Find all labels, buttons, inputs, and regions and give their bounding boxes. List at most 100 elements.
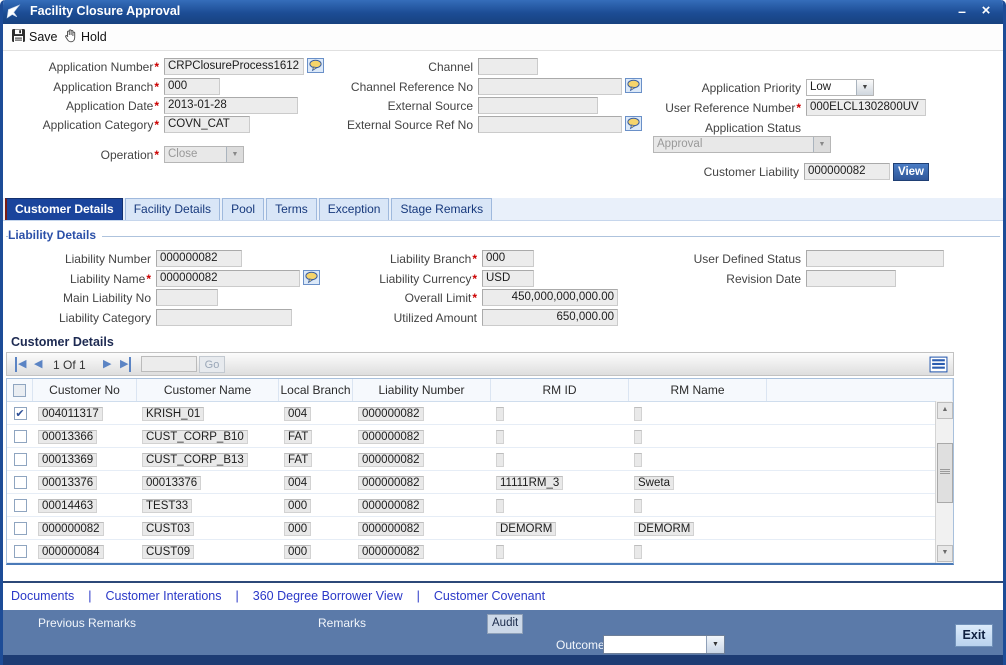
outcome-select[interactable]: ▼ xyxy=(603,635,725,654)
next-page-button[interactable]: ▶ xyxy=(103,358,112,370)
tab-customer-details[interactable]: Customer Details xyxy=(5,198,123,220)
main-liability-no-input[interactable] xyxy=(156,289,218,306)
select-all-checkbox[interactable] xyxy=(13,383,26,397)
application-number-input[interactable]: CRPClosureProcess1612 xyxy=(164,58,304,75)
row-checkbox[interactable] xyxy=(13,498,27,512)
cell-customer-name[interactable]: CUST09 xyxy=(142,545,195,559)
cell-customer-name[interactable]: CUST_CORP_B13 xyxy=(142,453,248,467)
cell-rm-name[interactable] xyxy=(634,545,642,559)
cell-customer-no[interactable]: 00014463 xyxy=(38,499,98,513)
cell-rm-id[interactable] xyxy=(496,499,504,513)
application-branch-input[interactable]: 000 xyxy=(164,78,220,95)
cell-liability-number[interactable]: 000000082 xyxy=(358,499,424,513)
tab-stage-remarks[interactable]: Stage Remarks xyxy=(391,198,493,220)
application-category-input[interactable]: COVN_CAT xyxy=(164,116,250,133)
cell-local-branch[interactable]: 000 xyxy=(284,545,312,559)
table-row[interactable]: ✔ 004011317 KRISH_01 004 000000082 xyxy=(7,402,953,425)
channel-input[interactable] xyxy=(478,58,538,75)
cell-customer-name[interactable]: CUST03 xyxy=(142,522,195,536)
cell-liability-number[interactable]: 000000082 xyxy=(358,522,424,536)
cell-liability-number[interactable]: 000000082 xyxy=(358,407,424,421)
user-defined-status-input[interactable] xyxy=(806,250,944,267)
row-checkbox[interactable] xyxy=(13,429,27,443)
cell-customer-no[interactable]: 000000082 xyxy=(38,522,104,536)
overall-limit-input[interactable]: 450,000,000,000.00 xyxy=(482,289,618,306)
row-checkbox[interactable] xyxy=(13,475,27,489)
cell-rm-id[interactable] xyxy=(496,430,504,444)
tab-facility-details[interactable]: Facility Details xyxy=(124,198,221,220)
cell-local-branch[interactable]: FAT xyxy=(284,453,313,467)
cell-customer-no[interactable]: 00013369 xyxy=(38,453,98,467)
vertical-scrollbar[interactable]: ▲ ▼ xyxy=(935,401,953,563)
cell-rm-name[interactable] xyxy=(634,407,642,421)
cell-rm-id[interactable] xyxy=(496,545,504,559)
user-ref-number-input[interactable]: 000ELCL1302800UV xyxy=(806,99,926,116)
cell-customer-no[interactable]: 00013376 xyxy=(38,476,98,490)
cell-customer-name[interactable]: TEST33 xyxy=(142,499,193,513)
table-row[interactable]: 00013366 CUST_CORP_B10 FAT 000000082 xyxy=(7,425,953,448)
tab-pool[interactable]: Pool xyxy=(222,198,265,220)
cell-liability-number[interactable]: 000000082 xyxy=(358,430,424,444)
exit-button[interactable]: Exit xyxy=(955,624,993,647)
cell-rm-name[interactable] xyxy=(634,453,642,467)
cell-rm-name[interactable] xyxy=(634,430,642,444)
cell-customer-name[interactable]: KRISH_01 xyxy=(142,407,205,421)
close-button[interactable]: × xyxy=(981,2,991,19)
utilized-amount-input[interactable]: 650,000.00 xyxy=(482,309,618,326)
channel-ref-no-input[interactable] xyxy=(478,78,622,95)
application-priority-select[interactable]: Low ▼ xyxy=(806,79,874,96)
grid-view-icon[interactable] xyxy=(929,356,948,378)
first-page-button[interactable]: ◀ xyxy=(15,357,26,372)
link-360-degree-borrower-view[interactable]: 360 Degree Borrower View xyxy=(252,589,403,603)
cell-customer-name[interactable]: 00013376 xyxy=(142,476,202,490)
application-date-input[interactable]: 2013-01-28 xyxy=(164,97,298,114)
cell-customer-no[interactable]: 00013366 xyxy=(38,430,98,444)
cell-liability-number[interactable]: 000000082 xyxy=(358,476,424,490)
last-page-button[interactable]: ▶ xyxy=(120,357,132,372)
comment-bubble-icon[interactable] xyxy=(625,115,642,134)
cell-rm-name[interactable] xyxy=(634,499,642,513)
application-status-select[interactable]: Approval ▼ xyxy=(653,136,831,153)
customer-liability-input[interactable]: 000000082 xyxy=(804,163,890,180)
audit-button[interactable]: Audit xyxy=(487,614,524,634)
cell-rm-id[interactable] xyxy=(496,453,504,467)
cell-customer-name[interactable]: CUST_CORP_B10 xyxy=(142,430,248,444)
tab-exception[interactable]: Exception xyxy=(318,198,390,220)
tab-terms[interactable]: Terms xyxy=(266,198,317,220)
link-documents[interactable]: Documents xyxy=(11,589,75,603)
hold-button[interactable]: Hold xyxy=(60,27,110,47)
row-checkbox[interactable] xyxy=(13,452,27,466)
table-row[interactable]: 00013376 00013376 004 000000082 11111RM_… xyxy=(7,471,953,494)
scroll-up-icon[interactable]: ▲ xyxy=(937,402,953,419)
row-checkbox[interactable] xyxy=(13,521,27,535)
prev-page-button[interactable]: ◀ xyxy=(34,358,43,370)
liability-category-input[interactable] xyxy=(156,309,292,326)
cell-rm-id[interactable]: DEMORM xyxy=(496,522,557,536)
table-row[interactable]: 000000082 CUST03 000 000000082 DEMORM DE… xyxy=(7,517,953,540)
cell-local-branch[interactable]: 004 xyxy=(284,476,312,490)
cell-local-branch[interactable]: 004 xyxy=(284,407,312,421)
page-input[interactable] xyxy=(141,356,197,372)
cell-rm-id[interactable] xyxy=(496,407,504,421)
save-button[interactable]: Save xyxy=(8,27,61,47)
cell-customer-no[interactable]: 000000084 xyxy=(38,545,104,559)
link-customer-covenant[interactable]: Customer Covenant xyxy=(433,589,546,603)
liability-branch-input[interactable]: 000 xyxy=(482,250,534,267)
external-source-input[interactable] xyxy=(478,97,598,114)
liability-name-input[interactable]: 000000082 xyxy=(156,270,300,287)
liability-number-input[interactable]: 000000082 xyxy=(156,250,242,267)
row-checkbox[interactable] xyxy=(13,544,27,558)
go-button[interactable]: Go xyxy=(199,356,225,373)
comment-bubble-icon[interactable] xyxy=(307,57,324,76)
scroll-down-icon[interactable]: ▼ xyxy=(937,545,953,562)
scrollbar-thumb[interactable] xyxy=(937,443,953,503)
cell-local-branch[interactable]: 000 xyxy=(284,499,312,513)
table-row[interactable]: 000000084 CUST09 000 000000082 xyxy=(7,540,953,563)
cell-liability-number[interactable]: 000000082 xyxy=(358,453,424,467)
view-button[interactable]: View xyxy=(893,162,929,181)
table-row[interactable]: 00013369 CUST_CORP_B13 FAT 000000082 xyxy=(7,448,953,471)
cell-customer-no[interactable]: 004011317 xyxy=(38,407,103,421)
cell-liability-number[interactable]: 000000082 xyxy=(358,545,424,559)
cell-rm-name[interactable]: DEMORM xyxy=(634,522,695,536)
minimize-button[interactable]: – xyxy=(958,3,966,19)
